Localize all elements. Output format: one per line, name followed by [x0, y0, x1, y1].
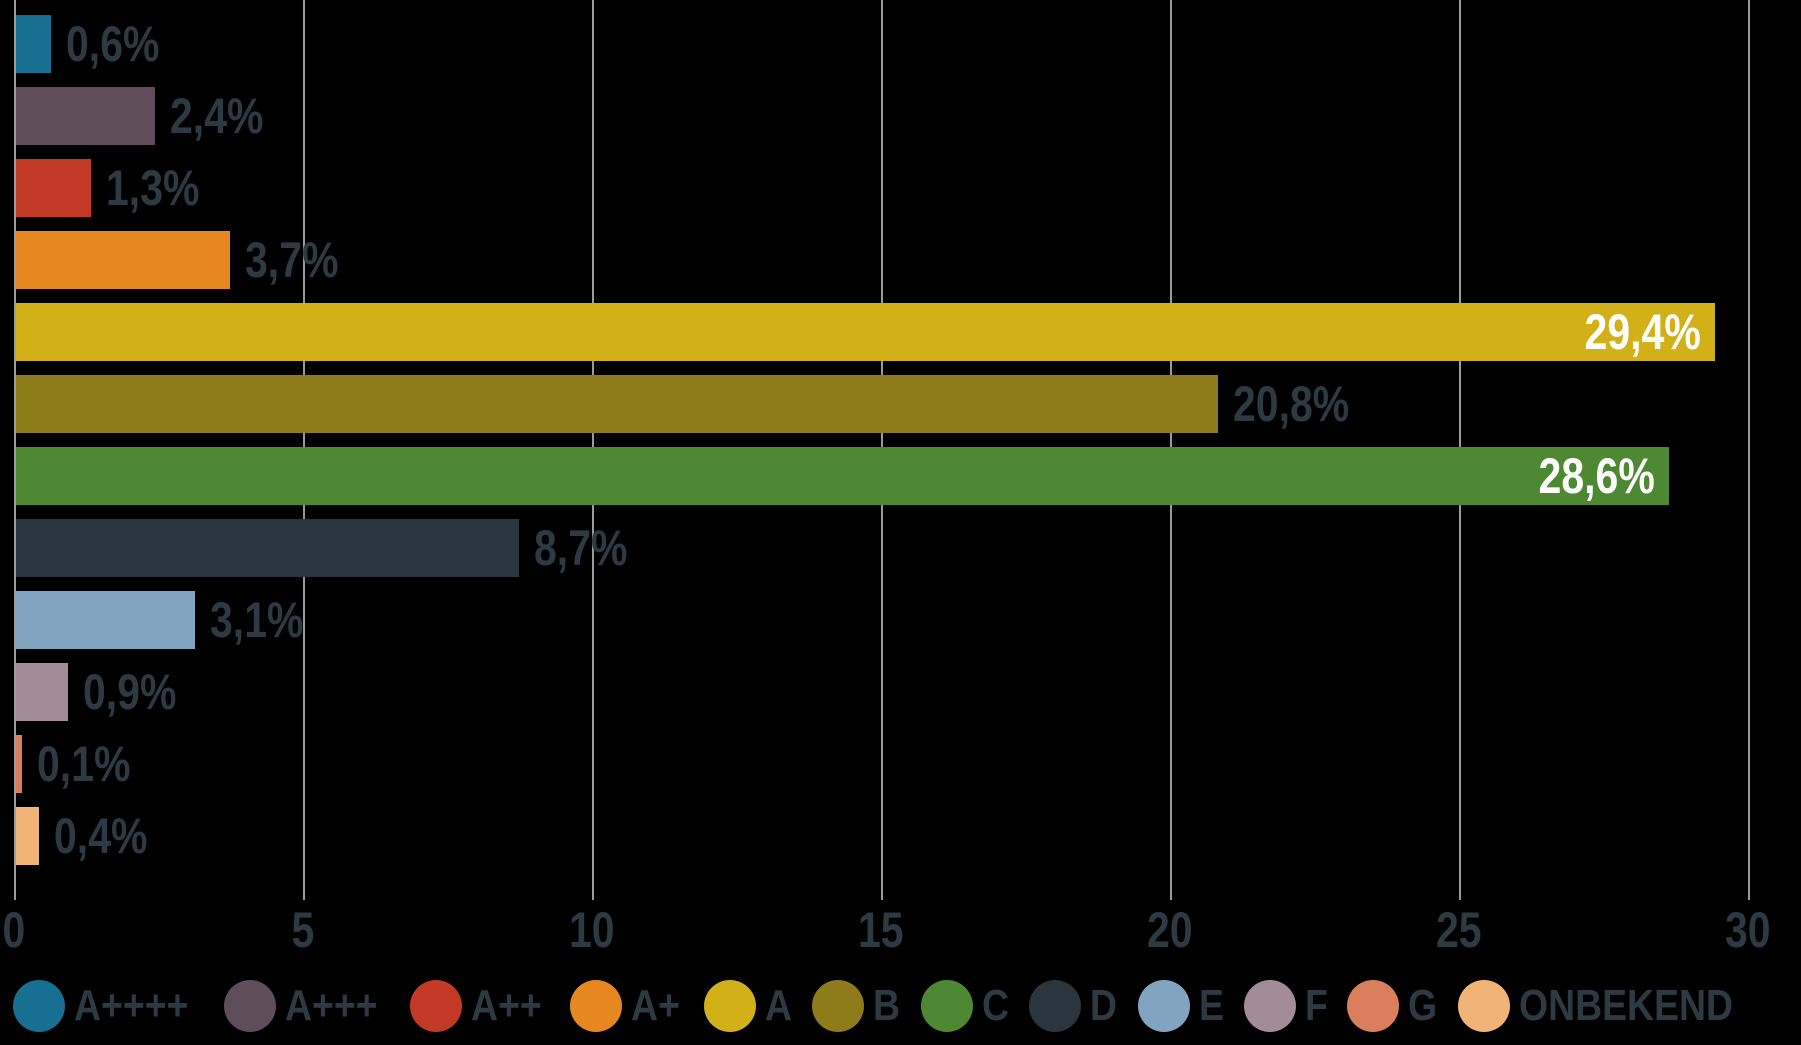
bar-value-label-text: 20,8%: [1233, 376, 1350, 432]
legend-swatch-circle-icon: [812, 980, 865, 1032]
bar-value-label-a+++: 2,4%: [170, 87, 284, 145]
legend-label: G: [1408, 981, 1438, 1030]
legend-label: F: [1304, 981, 1328, 1030]
x-tick-15: 15: [811, 900, 951, 960]
bar-a++++: [16, 15, 51, 73]
legend-swatch-circle-icon: [920, 980, 973, 1032]
x-tick-label-text: 15: [858, 902, 904, 958]
bar-value-label-text: 2,4%: [170, 88, 264, 144]
bar-value-label-text: 3,1%: [210, 592, 304, 648]
bar-value-label-onbekend: 0,4%: [54, 807, 168, 865]
legend-label: ONBEKEND: [1519, 981, 1734, 1030]
x-tick-5: 5: [233, 900, 373, 960]
bar-onbekend: [16, 807, 39, 865]
legend-item-a: A: [703, 980, 797, 1032]
legend-swatch-circle-icon: [569, 980, 622, 1032]
legend-item-a+: A+: [569, 980, 688, 1032]
bar-d: [16, 519, 519, 577]
legend-label: B: [873, 981, 901, 1030]
legend-label: C: [981, 981, 1009, 1030]
legend-swatch-circle-icon: [1458, 980, 1511, 1032]
x-tick-label-text: 0: [2, 902, 26, 958]
bar-c: [16, 447, 1669, 505]
legend-swatch-circle-icon: [1243, 980, 1296, 1032]
bar-value-label-a+: 3,7%: [245, 231, 359, 289]
x-tick-label-text: 5: [291, 902, 315, 958]
x-tick-0: 0: [0, 900, 84, 960]
bar-f: [16, 663, 68, 721]
gridline-x-30: [1748, 0, 1750, 900]
bar-value-label-text: 3,7%: [245, 232, 339, 288]
bar-value-label-c: 28,6%: [16, 447, 1655, 505]
bar-value-label-text: 1,3%: [106, 160, 200, 216]
legend-label: A++++: [74, 981, 189, 1030]
bar-value-label-e: 3,1%: [210, 591, 324, 649]
legend-label: A+++: [285, 981, 378, 1030]
x-tick-20: 20: [1100, 900, 1240, 960]
bar-value-label-text: 8,7%: [534, 520, 628, 576]
y-axis-line: [14, 0, 16, 900]
x-tick-label-text: 10: [569, 902, 615, 958]
legend: A++++ A+++ A++ A+ A B C D E F G ONBEKEND: [13, 978, 1771, 1034]
bar-value-label-text: 0,4%: [54, 808, 148, 864]
legend-swatch-circle-icon: [1137, 980, 1190, 1032]
legend-item-d: D: [1029, 980, 1122, 1032]
bar-a+++: [16, 87, 155, 145]
x-tick-25: 25: [1389, 900, 1529, 960]
legend-swatch-circle-icon: [224, 980, 277, 1032]
bar-value-label-text: 0,6%: [66, 16, 160, 72]
bar-e: [16, 591, 195, 649]
legend-item-e: E: [1137, 980, 1228, 1032]
legend-label: E: [1198, 981, 1224, 1030]
legend-item-c: C: [920, 980, 1014, 1032]
bar-b: [16, 375, 1218, 433]
bar-value-label-g: 0,1%: [37, 735, 151, 793]
bar-value-label-b: 20,8%: [1233, 375, 1375, 433]
legend-item-a++: A++: [409, 980, 554, 1032]
legend-item-a+++: A+++: [224, 980, 394, 1032]
legend-label: A++: [470, 981, 542, 1030]
bar-value-label-a++: 1,3%: [106, 159, 220, 217]
legend-item-b: B: [812, 980, 905, 1032]
legend-label: D: [1090, 981, 1118, 1030]
bar-a: [16, 303, 1715, 361]
legend-swatch-circle-icon: [409, 980, 462, 1032]
bar-value-label-text: 29,4%: [1584, 304, 1701, 360]
legend-item-onbekend: ONBEKEND: [1458, 980, 1771, 1032]
bar-value-label-f: 0,9%: [83, 663, 197, 721]
legend-swatch-circle-icon: [1347, 980, 1400, 1032]
x-tick-label-text: 25: [1436, 902, 1482, 958]
bar-value-label-a: 29,4%: [16, 303, 1701, 361]
x-tick-label-text: 30: [1725, 902, 1771, 958]
bar-g: [16, 735, 22, 793]
x-tick-label-text: 20: [1147, 902, 1193, 958]
bar-value-label-text: 0,9%: [83, 664, 177, 720]
legend-item-g: G: [1347, 980, 1442, 1032]
bar-value-label-text: 28,6%: [1538, 448, 1655, 504]
legend-swatch-circle-icon: [1029, 980, 1082, 1032]
x-tick-10: 10: [522, 900, 662, 960]
legend-swatch-circle-icon: [703, 980, 756, 1032]
legend-swatch-circle-icon: [13, 980, 65, 1032]
bar-a++: [16, 159, 91, 217]
legend-label: A+: [630, 981, 680, 1030]
legend-item-a++++: A++++: [13, 980, 209, 1032]
x-tick-30: 30: [1678, 900, 1801, 960]
legend-item-f: F: [1243, 980, 1332, 1032]
bar-value-label-a++++: 0,6%: [66, 15, 180, 73]
bar-value-label-text: 0,1%: [37, 736, 131, 792]
bar-value-label-d: 8,7%: [534, 519, 648, 577]
bar-a+: [16, 231, 230, 289]
legend-label: A: [764, 981, 792, 1030]
